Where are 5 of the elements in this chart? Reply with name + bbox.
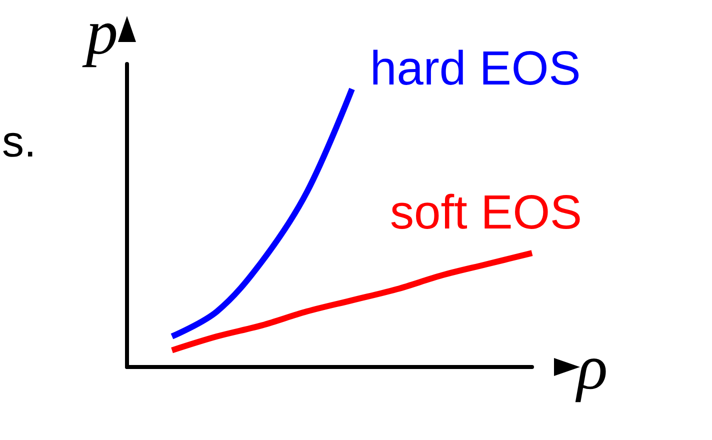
- series-label: soft EOS: [390, 186, 582, 240]
- text: s.: [2, 118, 36, 166]
- y-axis-title: p: [82, 0, 118, 68]
- x-axis-title: ρ: [575, 332, 608, 402]
- series-label: hard EOS: [370, 42, 581, 96]
